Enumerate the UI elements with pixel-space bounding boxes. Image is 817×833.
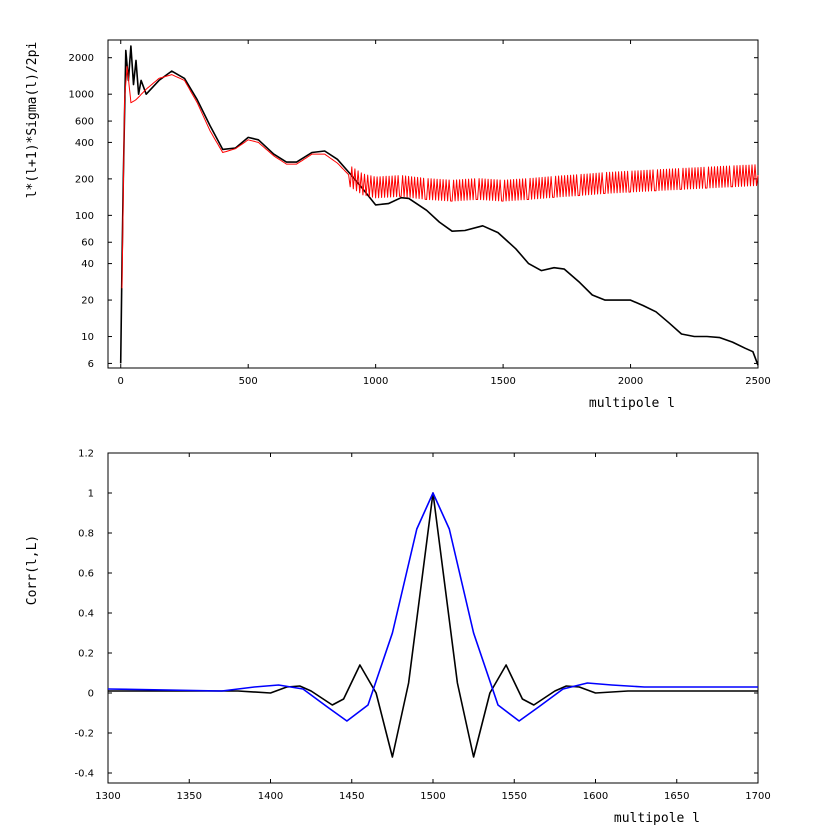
x-tick-label: 1700 [745,791,770,802]
top-y-axis-label: l*(l+1)*Sigma(l)/2pi [25,42,40,199]
y-tick-label: 0.2 [78,649,94,660]
bottom-x-axis-label: multipole l [614,811,700,826]
x-tick-label: 2500 [745,376,770,387]
x-tick-label: 1650 [664,791,689,802]
y-tick-label: 10 [81,332,94,343]
y-tick-label: 6 [88,359,94,370]
y-tick-label: 0.8 [78,529,94,540]
y-tick-label: 200 [75,174,94,185]
x-tick-label: 1500 [490,376,515,387]
y-tick-label: 1 [88,489,94,500]
x-tick-label: 1000 [363,376,388,387]
y-tick-label: 40 [81,259,94,270]
x-tick-label: 2000 [618,376,643,387]
bottom-y-axis-label: Corr(l,L) [25,535,40,605]
y-tick-label: 1000 [69,90,94,101]
y-tick-label: 100 [75,211,94,222]
y-tick-label: 60 [81,238,94,249]
x-tick-label: 1450 [339,791,364,802]
series-line-black [119,45,759,366]
y-tick-label: 0.6 [78,569,94,580]
x-tick-label: 1550 [502,791,527,802]
series-line-red [121,65,759,289]
y-tick-label: 20 [81,296,94,307]
y-tick-label: 0 [88,689,94,700]
x-tick-label: 1500 [420,791,445,802]
x-tick-label: 1300 [95,791,120,802]
series-line-black [108,492,758,758]
power-spectrum-chart: 0 500 1000 1500 2000 2500 2000 1000 600 400 200 100… [25,39,771,411]
x-tick-label: 500 [239,376,258,387]
bottom-plot-frame [107,452,759,784]
y-tick-label: 2000 [69,53,94,64]
correlation-chart: 1300 1350 1400 1450 1500 1550 1600 1650 1700 1.2 1… [25,449,771,827]
series-line-blue [107,492,758,722]
x-tick-label: 1400 [258,791,283,802]
x-tick-label: 1350 [177,791,202,802]
y-tick-label: 600 [75,117,94,128]
y-tick-label: 0.4 [78,609,94,620]
top-x-axis-label: multipole l [589,396,675,411]
x-tick-label: 1600 [583,791,608,802]
y-tick-label: -0.2 [74,729,94,740]
x-tick-label: 0 [118,376,124,387]
y-tick-label: -0.4 [74,769,94,780]
top-plot-frame [107,39,759,369]
y-tick-label: 400 [75,138,94,149]
y-tick-label: 1.2 [78,449,94,460]
